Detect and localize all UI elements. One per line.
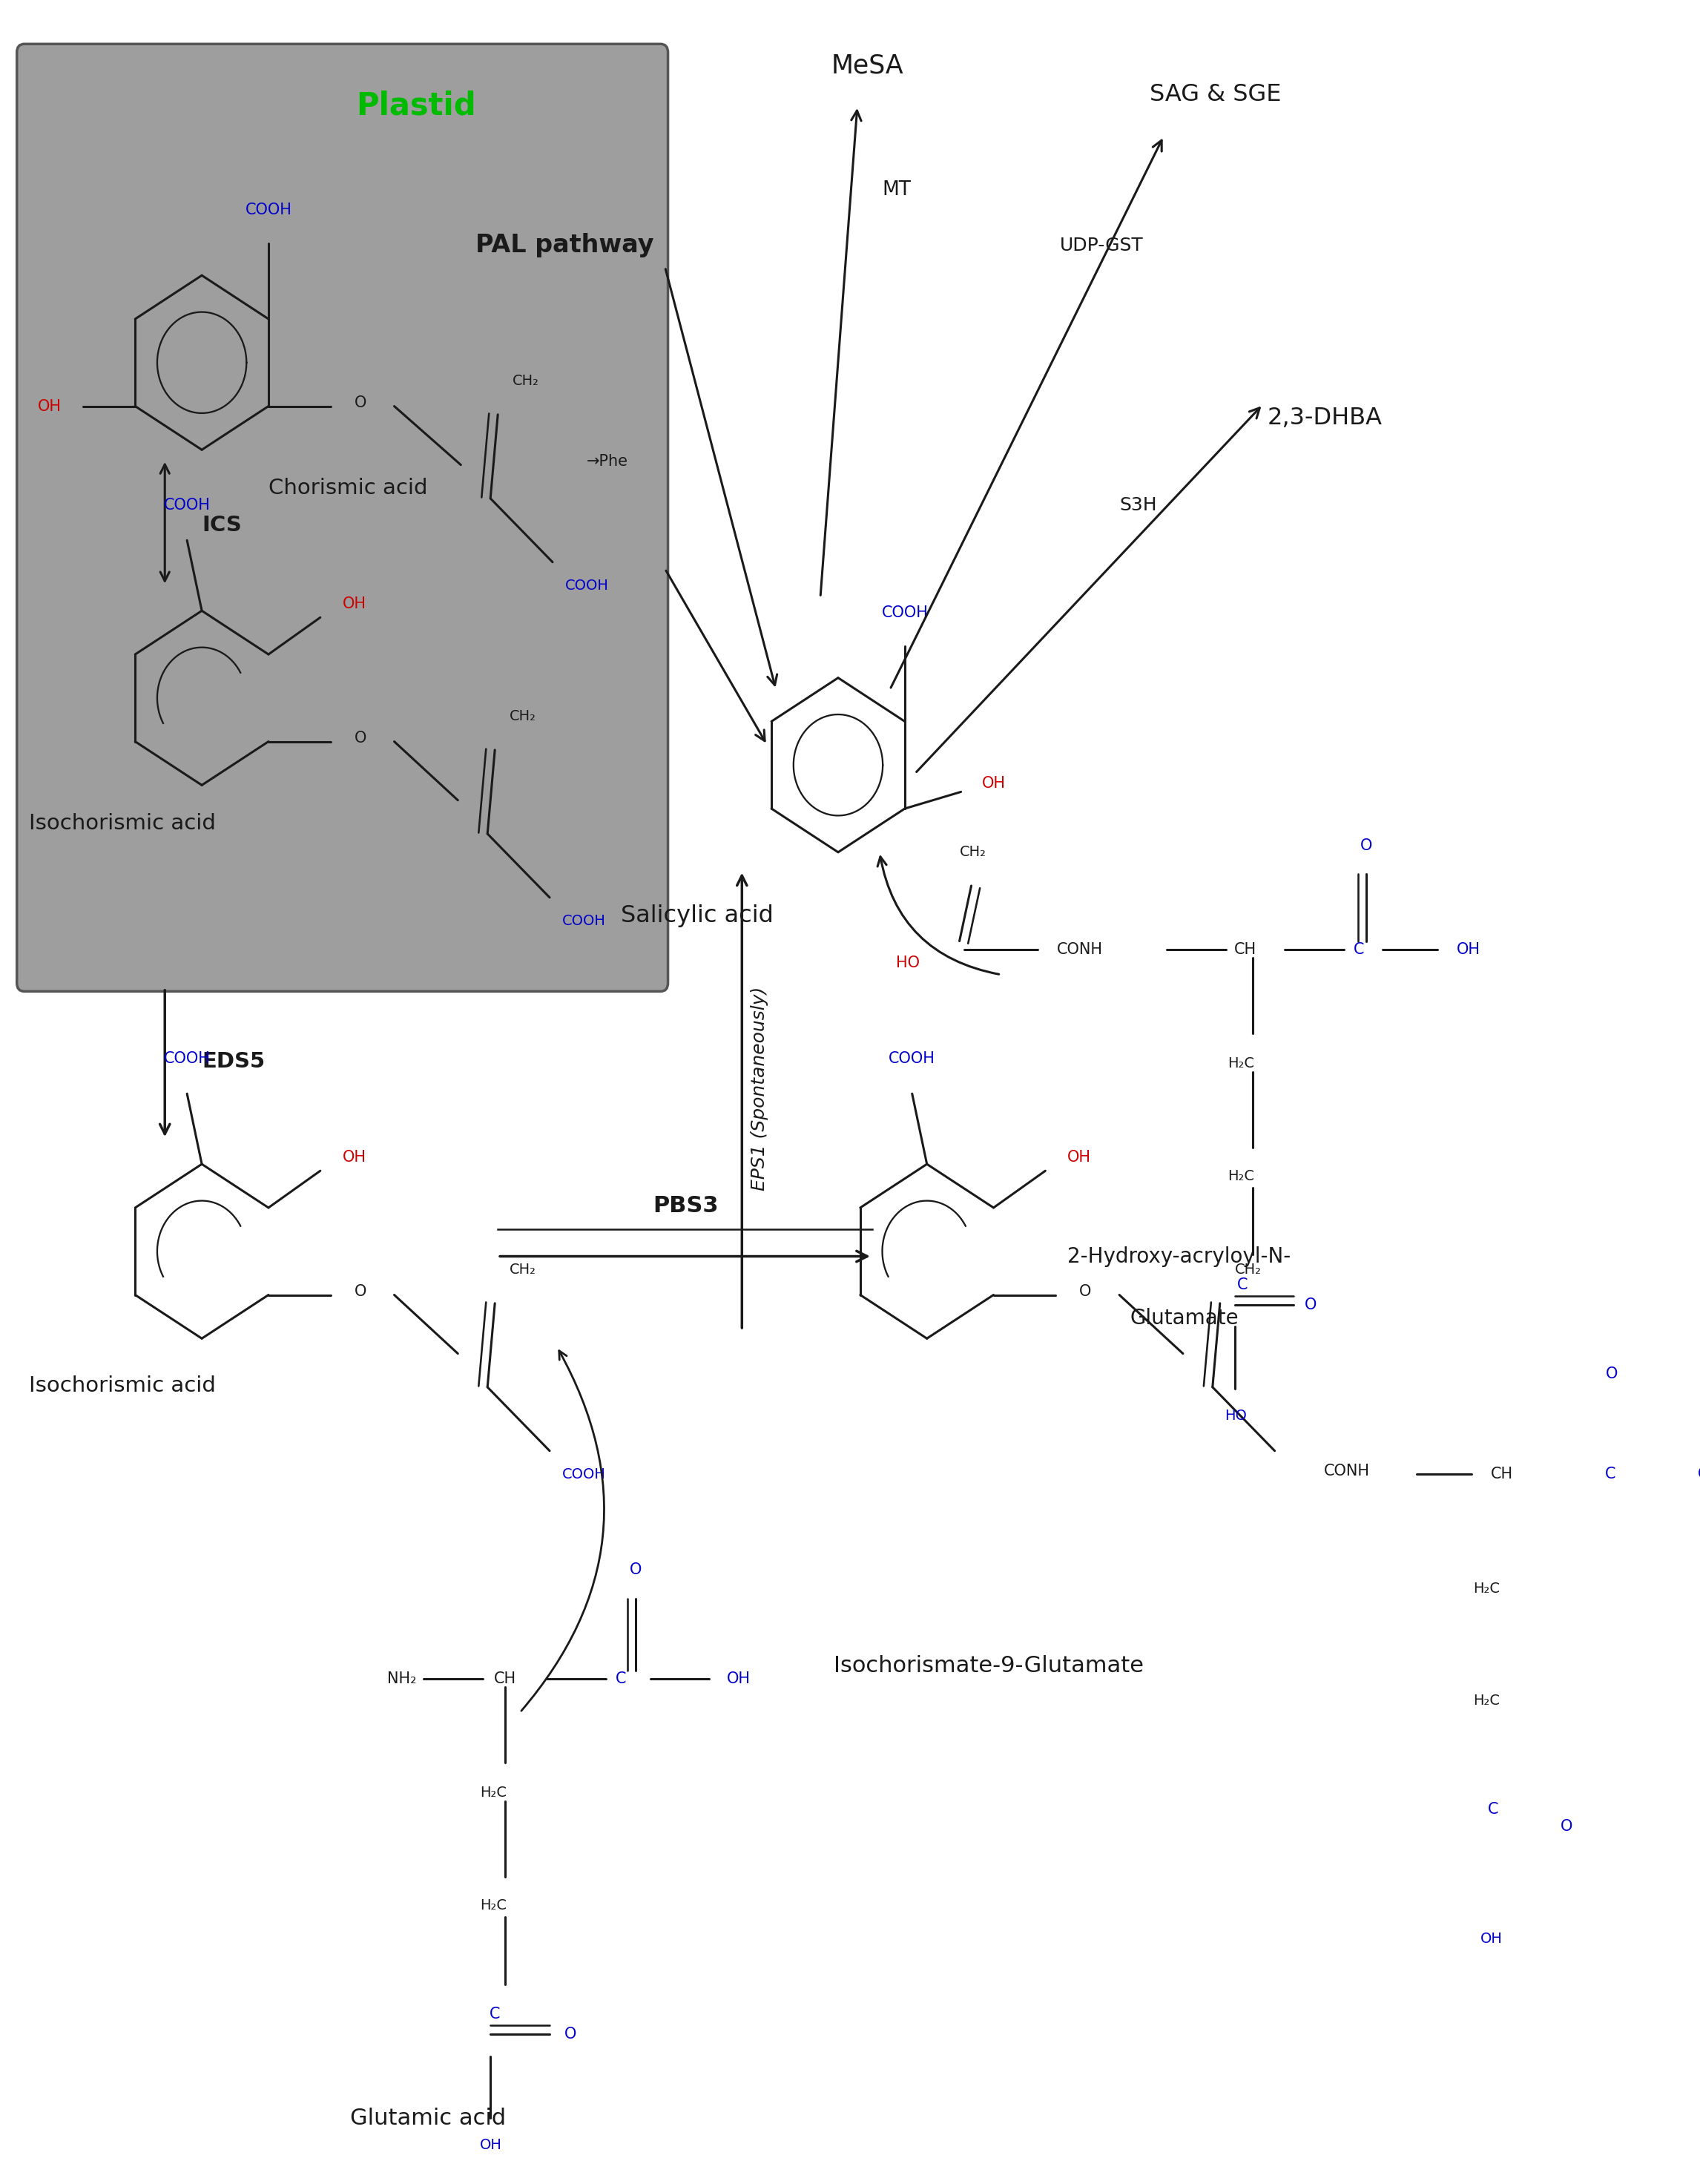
Text: Isochorismic acid: Isochorismic acid	[29, 1376, 216, 1396]
Text: C: C	[1605, 1468, 1615, 1481]
Text: O: O	[1304, 1297, 1316, 1313]
Text: CH: CH	[495, 1671, 517, 1686]
Text: Isochorismate-9-Glutamate: Isochorismate-9-Glutamate	[833, 1655, 1144, 1677]
Text: COOH: COOH	[163, 1051, 211, 1066]
Text: COOH: COOH	[163, 498, 211, 513]
Text: →Phe: →Phe	[586, 454, 627, 470]
Text: O: O	[354, 1284, 366, 1299]
Text: COOH: COOH	[881, 605, 928, 620]
Text: CH: CH	[1234, 941, 1256, 957]
Text: O: O	[1360, 839, 1372, 854]
Text: OH: OH	[1481, 1933, 1503, 1946]
Text: Plastid: Plastid	[357, 90, 476, 122]
Text: O: O	[629, 1562, 641, 1577]
FancyBboxPatch shape	[17, 44, 668, 992]
Text: CH₂: CH₂	[513, 373, 539, 389]
Text: CONH: CONH	[1324, 1463, 1370, 1479]
Text: SAG & SGE: SAG & SGE	[1149, 83, 1282, 105]
Text: Salicylic acid: Salicylic acid	[620, 904, 774, 928]
Text: COOH: COOH	[561, 1468, 605, 1481]
Text: Glutamic acid: Glutamic acid	[350, 2108, 505, 2129]
Text: EDS5: EDS5	[202, 1051, 265, 1072]
Text: OH: OH	[479, 2138, 502, 2151]
Text: C: C	[490, 2007, 500, 2022]
Text: OH: OH	[1698, 1468, 1700, 1481]
Text: H₂C: H₂C	[479, 1898, 507, 1913]
Text: NH₂: NH₂	[388, 1671, 416, 1686]
Text: ICS: ICS	[202, 515, 241, 535]
Text: Isochorismic acid: Isochorismic acid	[29, 812, 216, 834]
Text: OH: OH	[342, 1151, 366, 1164]
Text: O: O	[1561, 1819, 1572, 1835]
Text: UDP-GST: UDP-GST	[1061, 236, 1144, 253]
Text: H₂C: H₂C	[1472, 1581, 1499, 1594]
Text: 2,3-DHBA: 2,3-DHBA	[1266, 406, 1382, 430]
Text: O: O	[354, 732, 366, 745]
Text: C: C	[1236, 1278, 1248, 1293]
Text: O: O	[1606, 1367, 1618, 1380]
Text: HO: HO	[1224, 1409, 1246, 1422]
Text: OH: OH	[37, 400, 61, 413]
Text: CH: CH	[1491, 1468, 1513, 1481]
Text: CH₂: CH₂	[510, 710, 537, 723]
Text: HO: HO	[896, 954, 920, 970]
Text: Chorismic acid: Chorismic acid	[269, 478, 427, 498]
Text: MT: MT	[882, 181, 911, 199]
Text: COOH: COOH	[245, 203, 292, 218]
Text: Glutamate: Glutamate	[1129, 1308, 1238, 1328]
Text: CH₂: CH₂	[510, 1262, 537, 1278]
Text: CONH: CONH	[1057, 941, 1103, 957]
Text: COOH: COOH	[561, 913, 605, 928]
Text: OH: OH	[1068, 1151, 1091, 1164]
Text: OH: OH	[728, 1671, 751, 1686]
Text: O: O	[1080, 1284, 1091, 1299]
Text: PAL pathway: PAL pathway	[476, 234, 655, 258]
Text: O: O	[564, 2027, 576, 2042]
Text: 2-Hydroxy-acryloyl-N-: 2-Hydroxy-acryloyl-N-	[1068, 1245, 1290, 1267]
Text: COOH: COOH	[564, 579, 609, 592]
Text: H₂C: H₂C	[1227, 1168, 1255, 1184]
Text: MeSA: MeSA	[831, 52, 904, 79]
Text: OH: OH	[342, 596, 366, 612]
Text: C: C	[615, 1671, 626, 1686]
Text: PBS3: PBS3	[653, 1195, 719, 1216]
Text: H₂C: H₂C	[1472, 1693, 1499, 1708]
Text: H₂C: H₂C	[1227, 1057, 1255, 1070]
Text: S3H: S3H	[1119, 496, 1156, 513]
Text: C: C	[1488, 1802, 1498, 1817]
Text: O: O	[354, 395, 366, 411]
Text: COOH: COOH	[889, 1051, 935, 1066]
Text: CH₂: CH₂	[959, 845, 986, 858]
Text: CH₂: CH₂	[1234, 1262, 1261, 1278]
Text: OH: OH	[1457, 941, 1481, 957]
Text: H₂C: H₂C	[479, 1787, 507, 1800]
Text: C: C	[1353, 941, 1365, 957]
Text: OH: OH	[981, 775, 1005, 791]
Text: EPS1 (Spontaneously): EPS1 (Spontaneously)	[751, 987, 768, 1190]
